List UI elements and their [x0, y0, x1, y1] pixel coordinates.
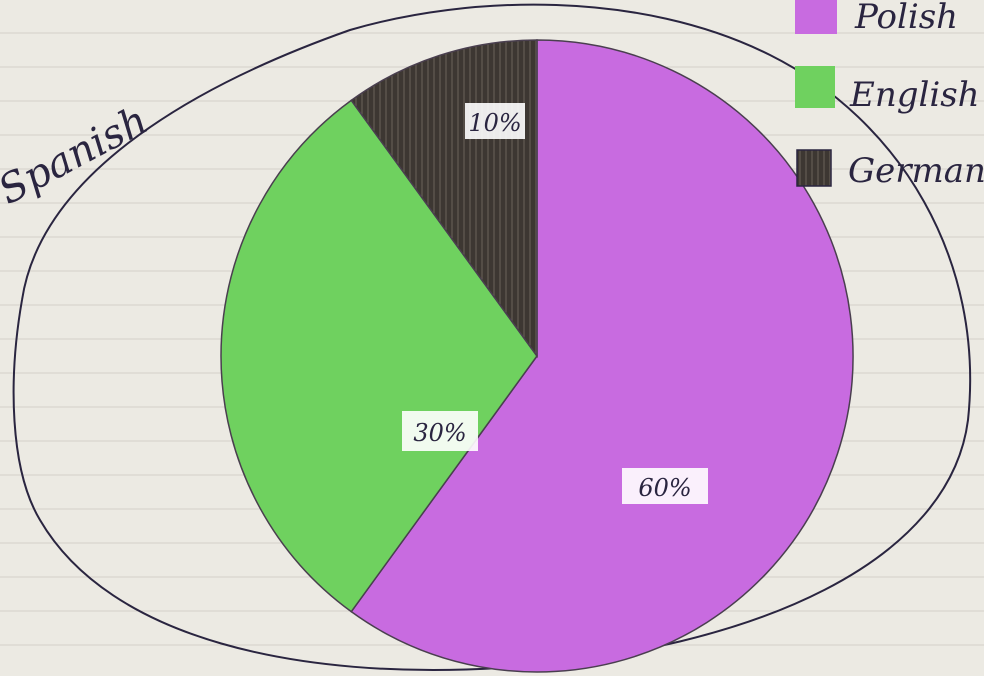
- legend: Polish English German: [795, 0, 984, 191]
- slice-label-box-english: [402, 411, 478, 451]
- pie-slice-polish: [350, 39, 854, 673]
- slice-label-english: 30%: [413, 419, 466, 447]
- legend-swatch-polish: [795, 0, 837, 34]
- legend-label-german: German: [848, 151, 984, 191]
- legend-label-english: English: [849, 75, 980, 115]
- pie-slice-labels: 60% 30% 10%: [402, 103, 708, 504]
- pie-slices: [220, 39, 854, 673]
- spanish-outline: [12, 3, 972, 672]
- pie-slice-english: [220, 99, 538, 613]
- slice-label-box-polish: [622, 468, 708, 504]
- legend-swatch-english: [795, 66, 835, 108]
- slice-label-polish: 60%: [638, 474, 691, 502]
- legend-label-polish: Polish: [854, 0, 958, 37]
- slice-label-box-german: [465, 103, 525, 139]
- legend-swatch-german: [796, 149, 832, 187]
- slice-label-german: 10%: [468, 109, 521, 137]
